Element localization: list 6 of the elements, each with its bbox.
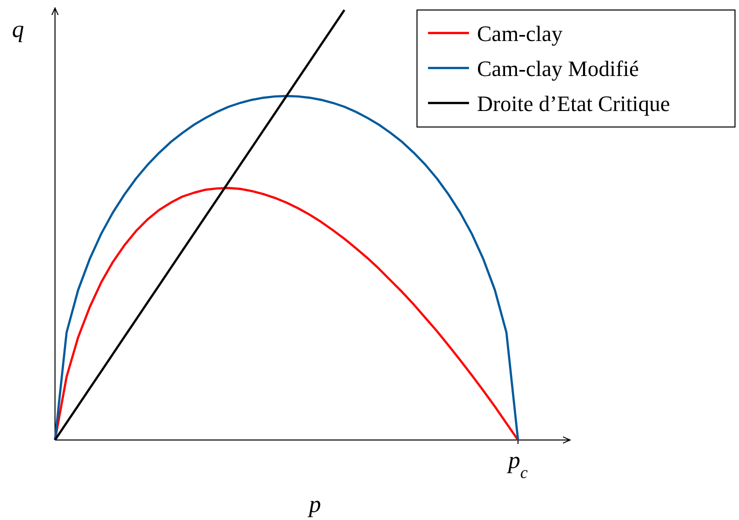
legend-label: Cam-clay Modifié [477,56,639,81]
y-axis-title: q [12,17,24,43]
legend-label: Droite d’Etat Critique [477,91,670,116]
x-axis-title: p [307,492,321,518]
legend-label: Cam-clay [477,21,563,46]
text: p$_{c}$ [506,448,528,482]
